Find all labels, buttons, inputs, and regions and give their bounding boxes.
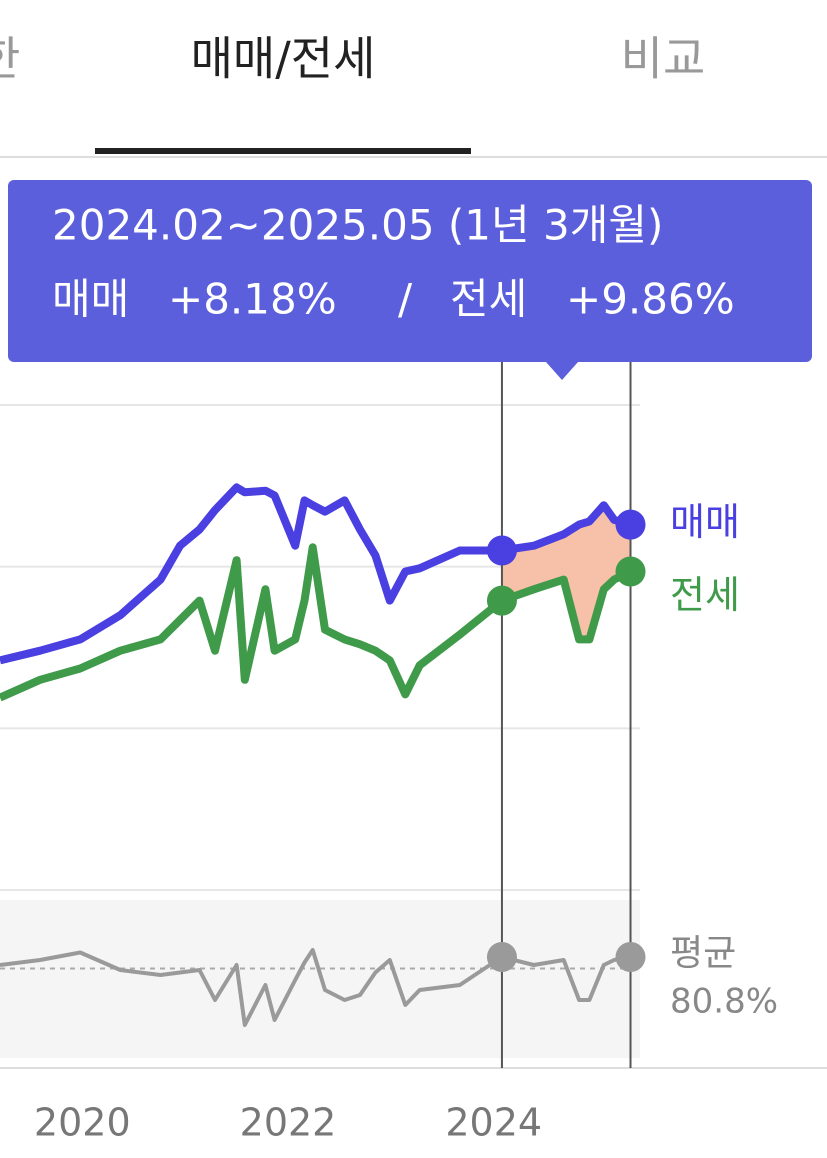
tooltip: 2024.02~2025.05 (1년 3개월) 매매 +8.18% / 전세 … xyxy=(8,180,812,380)
series-label: 전세 xyxy=(670,573,740,617)
tooltip-separator: / xyxy=(398,275,413,324)
tooltip-label: 전세 xyxy=(450,275,527,324)
ratio-line xyxy=(0,948,631,1027)
tooltip-value: +9.86% xyxy=(566,275,735,324)
series-dot xyxy=(486,585,517,616)
tab[interactable]: 비교 xyxy=(621,32,706,86)
tooltip-period: 2024.02~2025.05 (1년 3개월) xyxy=(52,201,663,250)
series-dot xyxy=(615,556,646,587)
tooltip-label: 매매 xyxy=(52,275,129,324)
tab-underline xyxy=(95,148,471,154)
series-dot xyxy=(615,509,646,540)
tooltip-pointer xyxy=(546,362,578,380)
ratio-dot xyxy=(615,942,646,972)
series-line xyxy=(0,483,632,665)
selection-fill xyxy=(501,505,631,640)
tab-active[interactable]: 매매/전세 xyxy=(191,32,376,86)
tooltip-box xyxy=(8,180,812,362)
tooltip-value: +8.18% xyxy=(168,275,337,324)
ratio-label: 평균 xyxy=(670,933,736,974)
x-tick-label: 2024 xyxy=(445,1101,542,1145)
series-label: 매매 xyxy=(670,500,740,544)
ratio-dot xyxy=(486,942,517,972)
x-tick-label: 2020 xyxy=(34,1101,131,1145)
ratio-average: 80.8% xyxy=(670,982,778,1022)
series-line xyxy=(0,543,633,702)
tab[interactable]: 한 xyxy=(0,32,20,86)
x-tick-label: 2022 xyxy=(240,1101,337,1145)
series-dot xyxy=(486,535,517,566)
